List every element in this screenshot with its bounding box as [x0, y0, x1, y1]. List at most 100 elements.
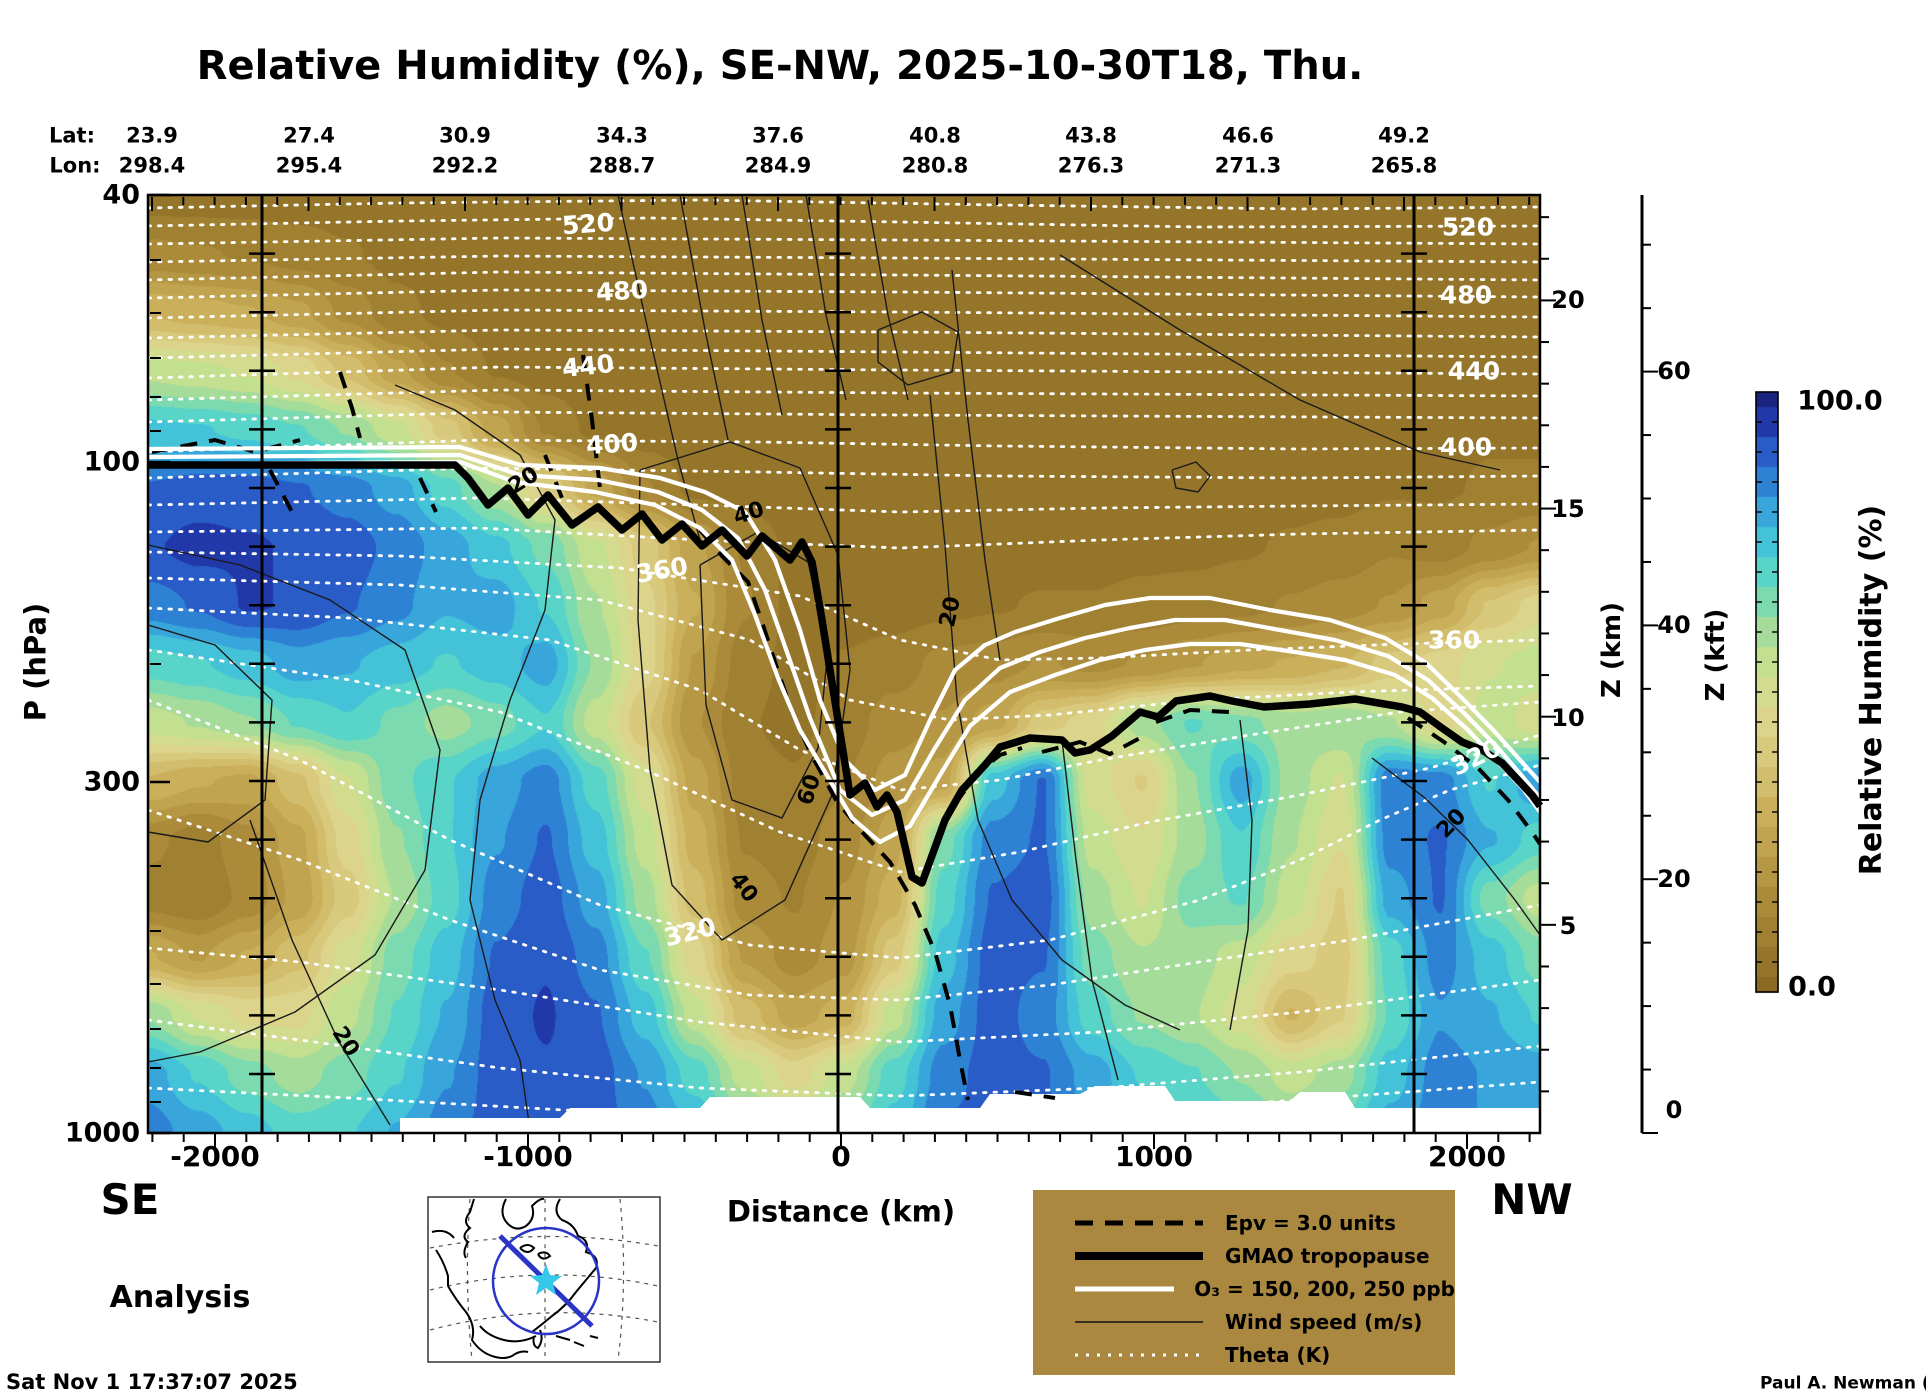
legend-item: Epv = 3.0 units: [1073, 1206, 1455, 1239]
epv-contour: [1014, 1090, 1056, 1100]
epv-contour: [338, 371, 362, 439]
wind-speed-contour: [741, 194, 783, 416]
lon-value: 298.4: [118, 153, 186, 178]
zkft-tick-label: 20: [1657, 865, 1691, 893]
epv-contour: [1406, 716, 1542, 846]
timestamp-label: Sat Nov 1 17:37:07 2025: [6, 1370, 298, 1394]
lat-value: 46.6: [1222, 123, 1274, 148]
legend-item-label: O₃ = 150, 200, 250 ppb: [1194, 1276, 1455, 1301]
theta-contour: [146, 288, 1542, 300]
nw-endpoint-label: NW: [1491, 1175, 1573, 1224]
lat-value: 34.3: [596, 123, 648, 148]
legend-sample-theta: [1075, 1353, 1203, 1356]
theta-contour: [146, 388, 1542, 402]
theta-contour: [146, 308, 1542, 320]
map-coastline: [479, 1325, 537, 1343]
distance-tick-label: 1000: [1115, 1140, 1193, 1173]
map-coastline: [431, 1229, 455, 1239]
pressure-tick-label: 40: [102, 179, 140, 211]
zkft-tick-label: 40: [1657, 611, 1691, 639]
theta-contour: [146, 254, 1542, 264]
theta-contour: [146, 365, 1542, 380]
map-coastline: [501, 1197, 545, 1230]
lon-value: 265.8: [1370, 153, 1438, 178]
wind-speed-contour: [929, 394, 1181, 1031]
map-coastline: [519, 1244, 536, 1253]
theta-contour-label: 520: [560, 207, 616, 241]
map-graticule: [429, 1274, 659, 1291]
theta-contour: [146, 328, 1542, 340]
legend-item: GMAO tropopause: [1073, 1239, 1455, 1272]
theta-contour: [146, 438, 1542, 454]
theta-contour: [146, 946, 1542, 1044]
theta-contour-label: 440: [1447, 356, 1501, 386]
wind-speed-contour: [147, 544, 441, 1063]
analysis-label: Analysis: [109, 1280, 251, 1315]
map-center-star-icon: [530, 1264, 562, 1295]
lat-value: 30.9: [439, 123, 491, 148]
theta-contour-label: 480: [594, 274, 650, 308]
theta-contour: [146, 236, 1542, 246]
distance-tick-label: 2000: [1428, 1140, 1506, 1173]
wind-speed-contour: [1171, 461, 1211, 493]
theta-contour-label: 400: [584, 427, 640, 461]
epv-contour: [1155, 707, 1231, 724]
zkm-tick-label: 15: [1551, 495, 1585, 523]
epv-contour: [581, 354, 602, 489]
wind-speed-contour: [617, 194, 701, 541]
theta-contour: [146, 808, 1542, 1002]
map-coastline: [463, 1198, 475, 1259]
legend-sample-trop: [1075, 1251, 1203, 1260]
legend-item-label: Epv = 3.0 units: [1225, 1210, 1396, 1235]
map-coastline: [531, 1267, 597, 1333]
theta-contour: [146, 526, 1542, 550]
wind-speed-contour: [1371, 757, 1541, 936]
lat-value: 23.9: [126, 123, 178, 148]
wind-speed-contour: [679, 194, 729, 441]
wind-speed-contour: [1059, 254, 1501, 471]
epv-contour: [1041, 736, 1141, 757]
zkm-tick-label: 5: [1559, 912, 1577, 940]
map-range-circle: [491, 1226, 601, 1336]
theta-contour: [146, 1018, 1542, 1098]
lat-value: 40.8: [909, 123, 961, 148]
gmao-tropopause-line: [148, 461, 1544, 887]
zkft-tick-label: 0: [1665, 1096, 1683, 1124]
lat-value: 43.8: [1065, 123, 1117, 148]
distance-tick-label: -2000: [170, 1140, 260, 1173]
lon-value: 288.7: [588, 153, 656, 178]
theta-contour: [146, 216, 1542, 229]
lat-value: 37.6: [752, 123, 804, 148]
zkft-axis-title: Z (kft): [1701, 608, 1731, 702]
lon-value: 284.9: [744, 153, 812, 178]
wind-speed-contour: [877, 311, 959, 386]
zkm-tick-label: 10: [1551, 704, 1585, 732]
map-graticule: [429, 1235, 659, 1249]
wind-speed-contour: [1229, 719, 1253, 1031]
map-graticule: [617, 1198, 625, 1361]
legend-sample-o3: [1075, 1286, 1175, 1291]
map-coastline: [447, 1285, 493, 1357]
theta-contour: [146, 698, 1542, 960]
theta-contour: [146, 347, 1542, 360]
theta-contour-label: 440: [560, 348, 616, 384]
distance-tick-label: 0: [831, 1140, 851, 1173]
lat-value: 27.4: [283, 123, 335, 148]
colorbar-max-label: 100.0: [1797, 385, 1883, 417]
chart-title: Relative Humidity (%), SE-NW, 2025-10-30…: [196, 43, 1364, 89]
zkm-tick-label: 20: [1551, 286, 1585, 314]
colorbar-title: Relative Humidity (%): [1854, 504, 1889, 876]
pressure-axis-title: P (hPa): [18, 602, 53, 722]
se-endpoint-label: SE: [100, 1175, 160, 1224]
pressure-tick-label: 100: [83, 446, 140, 478]
theta-contour: [146, 270, 1542, 282]
map-coastline: [532, 1329, 543, 1350]
epv-contour: [543, 454, 564, 499]
lon-value: 276.3: [1057, 153, 1125, 178]
wind-speed-contour: [1061, 739, 1119, 1081]
map-coastline: [435, 1249, 449, 1286]
theta-contour: [146, 198, 1542, 211]
legend-item: Wind speed (m/s): [1073, 1305, 1455, 1338]
